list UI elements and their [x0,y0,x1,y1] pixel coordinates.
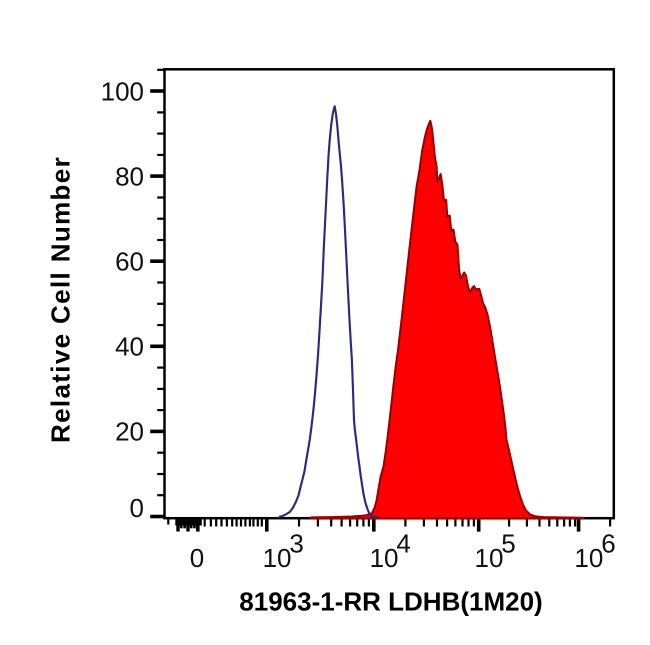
svg-text:3: 3 [289,528,303,558]
svg-text:80: 80 [115,161,144,191]
svg-text:Relative Cell Number: Relative Cell Number [46,156,76,443]
svg-text:10: 10 [574,543,603,573]
svg-text:20: 20 [115,417,144,447]
svg-text:81963-1-RR LDHB(1M20): 81963-1-RR LDHB(1M20) [239,587,542,617]
svg-text:6: 6 [601,528,615,558]
svg-text:10: 10 [263,543,292,573]
svg-text:10: 10 [475,543,504,573]
svg-text:10: 10 [370,543,399,573]
svg-text:100: 100 [101,76,144,106]
svg-text:0: 0 [130,493,144,523]
svg-text:40: 40 [115,332,144,362]
svg-text:60: 60 [115,247,144,277]
svg-text:5: 5 [501,528,515,558]
svg-text:4: 4 [396,528,410,558]
svg-text:0: 0 [190,543,204,573]
